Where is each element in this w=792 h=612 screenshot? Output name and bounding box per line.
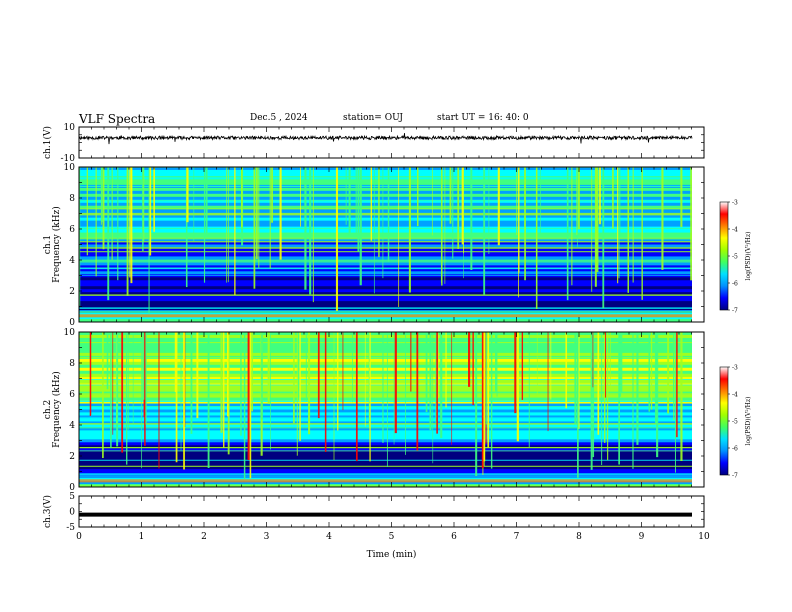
colorbar-label: log(PSD)(V²/Hz)	[745, 397, 752, 446]
colorbar-tick-label: -4	[732, 392, 738, 399]
y-tick-label: 10	[64, 163, 76, 173]
x-tick-label: 8	[576, 532, 582, 542]
y-tick-label: 5	[69, 492, 75, 502]
date-label: Dec.5 , 2024	[250, 113, 308, 123]
x-tick-label: 5	[389, 532, 395, 542]
colorbar-label: log(PSD)(V²/Hz)	[745, 232, 752, 281]
colorbar-tick-label: -7	[732, 308, 738, 315]
x-tick-label: 2	[201, 532, 207, 542]
x-tick-label: 1	[139, 532, 145, 542]
y-tick-label: 10	[64, 328, 76, 338]
y-tick-label: 4	[69, 256, 75, 266]
colorbar-tick-label: -5	[732, 254, 738, 261]
spectrogram-image	[79, 167, 692, 322]
station-label: station= OUJ	[343, 113, 404, 123]
x-tick-label: 10	[698, 532, 710, 542]
waveform-trace	[78, 132, 693, 145]
colorbar-tick-label: -6	[732, 446, 738, 453]
x-axis-label: Time (min)	[367, 549, 417, 560]
y-tick-label: 8	[69, 359, 75, 369]
colorbar-tick-label: -5	[732, 419, 738, 426]
y-tick-label: 4	[69, 421, 75, 431]
x-tick-label: 3	[264, 532, 270, 542]
colorbar-tick-label: -4	[732, 227, 738, 234]
x-tick-label: 0	[76, 532, 82, 542]
ch1-colorbar	[719, 201, 729, 311]
colorbar-tick-label: -3	[732, 200, 738, 207]
y-axis-label: Frequency (kHz)	[51, 206, 62, 283]
y-tick-label: 8	[69, 194, 75, 204]
x-tick-label: 7	[514, 532, 520, 542]
y-axis-label: ch.2	[43, 400, 53, 419]
y-tick-label: 0	[69, 318, 75, 328]
y-axis-label: ch.1	[43, 235, 53, 254]
x-tick-label: 4	[326, 532, 332, 542]
y-axis-label: Frequency (kHz)	[51, 371, 62, 448]
y-tick-label: 0	[69, 508, 75, 518]
colorbar-tick-label: -6	[732, 281, 738, 288]
y-axis-label: ch.3(V)	[42, 495, 53, 528]
x-tick-label: 6	[451, 532, 457, 542]
y-tick-label: 2	[69, 452, 75, 462]
y-tick-label: 6	[69, 390, 75, 400]
y-tick-label: -10	[61, 154, 76, 164]
y-tick-label: 6	[69, 225, 75, 235]
y-tick-label: 10	[64, 123, 76, 133]
y-tick-label: -5	[66, 523, 75, 533]
ch2-colorbar	[719, 366, 729, 476]
figure-title: VLF Spectra	[79, 112, 156, 126]
spectrogram-image	[79, 332, 692, 487]
y-tick-label: 2	[69, 287, 75, 297]
y-tick-label: 0	[69, 483, 75, 493]
colorbar-tick-label: -7	[732, 473, 738, 480]
y-axis-label: ch.1(V)	[42, 126, 53, 159]
x-tick-label: 9	[639, 532, 645, 542]
colorbar-tick-label: -3	[732, 365, 738, 372]
start-time-label: start UT = 16: 40: 0	[437, 113, 529, 123]
